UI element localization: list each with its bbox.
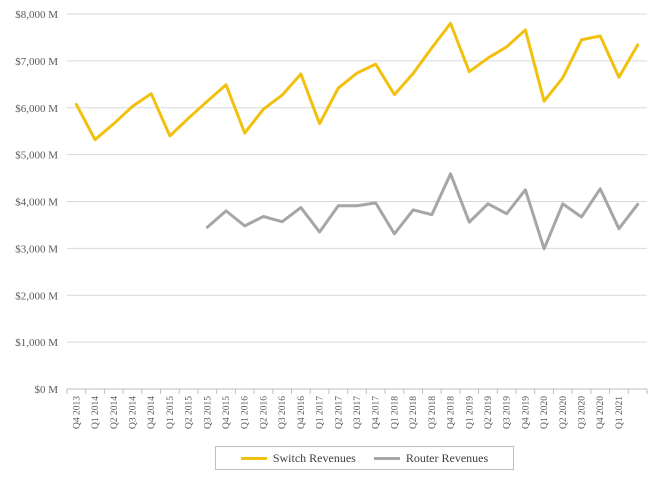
- x-tick-label: Q1 2014: [91, 396, 101, 429]
- x-tick-label: Q2 2016: [259, 396, 269, 429]
- x-tick-label: Q3 2015: [203, 396, 213, 429]
- x-tick-label: Q4 2018: [447, 396, 457, 429]
- x-tick-label: Q1 2021: [615, 396, 625, 429]
- x-tick-label: Q1 2017: [316, 396, 326, 429]
- x-tick-label: Q3 2016: [278, 396, 288, 429]
- y-tick-label: $8,000 M: [15, 9, 58, 21]
- y-tick-label: $4,000 M: [15, 197, 58, 209]
- x-tick-label: Q1 2018: [390, 396, 400, 429]
- x-tick-label: Q1 2019: [465, 396, 475, 429]
- x-tick-label: Q4 2020: [596, 396, 606, 429]
- x-tick-label: Q4 2019: [521, 396, 531, 429]
- x-tick-label: Q3 2017: [353, 396, 363, 429]
- legend: Switch Revenues Router Revenues: [215, 446, 514, 470]
- y-tick-label: $5,000 M: [15, 150, 58, 162]
- x-tick-label: Q2 2015: [185, 396, 195, 429]
- x-tick-label: Q2 2020: [559, 396, 569, 429]
- legend-swatch-router: [373, 456, 400, 460]
- legend-label-router: Router Revenues: [405, 450, 489, 465]
- gridlines: [67, 13, 647, 343]
- x-tick-label: Q2 2018: [409, 396, 419, 429]
- series-line-switch: [74, 21, 640, 142]
- series-lines: [74, 21, 640, 251]
- x-axis: Q4 2013 Q1 2014 Q2 2014 Q3 2014 Q4 2014 Q1 20…: [66, 388, 648, 429]
- x-tick-label: Q4 2016: [297, 396, 307, 429]
- legend-item-router: Router Revenues: [373, 450, 489, 466]
- y-tick-label: $0 M: [34, 384, 58, 396]
- legend-label-switch: Switch Revenues: [272, 450, 356, 465]
- y-tick-label: $7,000 M: [15, 56, 58, 68]
- x-tick-label: Q3 2018: [428, 396, 438, 429]
- x-tick-label: Q1 2015: [166, 396, 176, 429]
- x-tick-label: Q1 2016: [241, 396, 251, 429]
- x-tick-label: Q2 2014: [110, 396, 120, 429]
- x-tick-label: Q1 2020: [540, 396, 550, 429]
- x-tick-label: Q2 2019: [484, 396, 494, 429]
- y-tick-label: $2,000 M: [15, 290, 58, 302]
- legend-swatch-switch: [240, 456, 267, 460]
- y-tick-label: $6,000 M: [15, 103, 58, 115]
- x-tick-label: Q4 2013: [72, 396, 82, 429]
- x-tick-label: Q4 2014: [147, 396, 157, 429]
- x-tick-label: Q4 2017: [372, 396, 382, 429]
- y-axis: $0 M $1,000 M $2,000 M $3,000 M $4,000 M $5,0…: [15, 9, 58, 396]
- y-tick-label: $3,000 M: [15, 243, 58, 255]
- x-tick-label: Q3 2019: [503, 396, 513, 429]
- legend-item-switch: Switch Revenues: [240, 450, 356, 466]
- y-tick-label: $1,000 M: [15, 337, 58, 349]
- x-tick-label: Q2 2017: [334, 396, 344, 429]
- series-line-router: [205, 172, 640, 251]
- x-tick-label: Q4 2015: [222, 396, 232, 429]
- x-tick-label: Q3 2014: [128, 396, 138, 429]
- x-tick-label: Q3 2020: [578, 396, 588, 429]
